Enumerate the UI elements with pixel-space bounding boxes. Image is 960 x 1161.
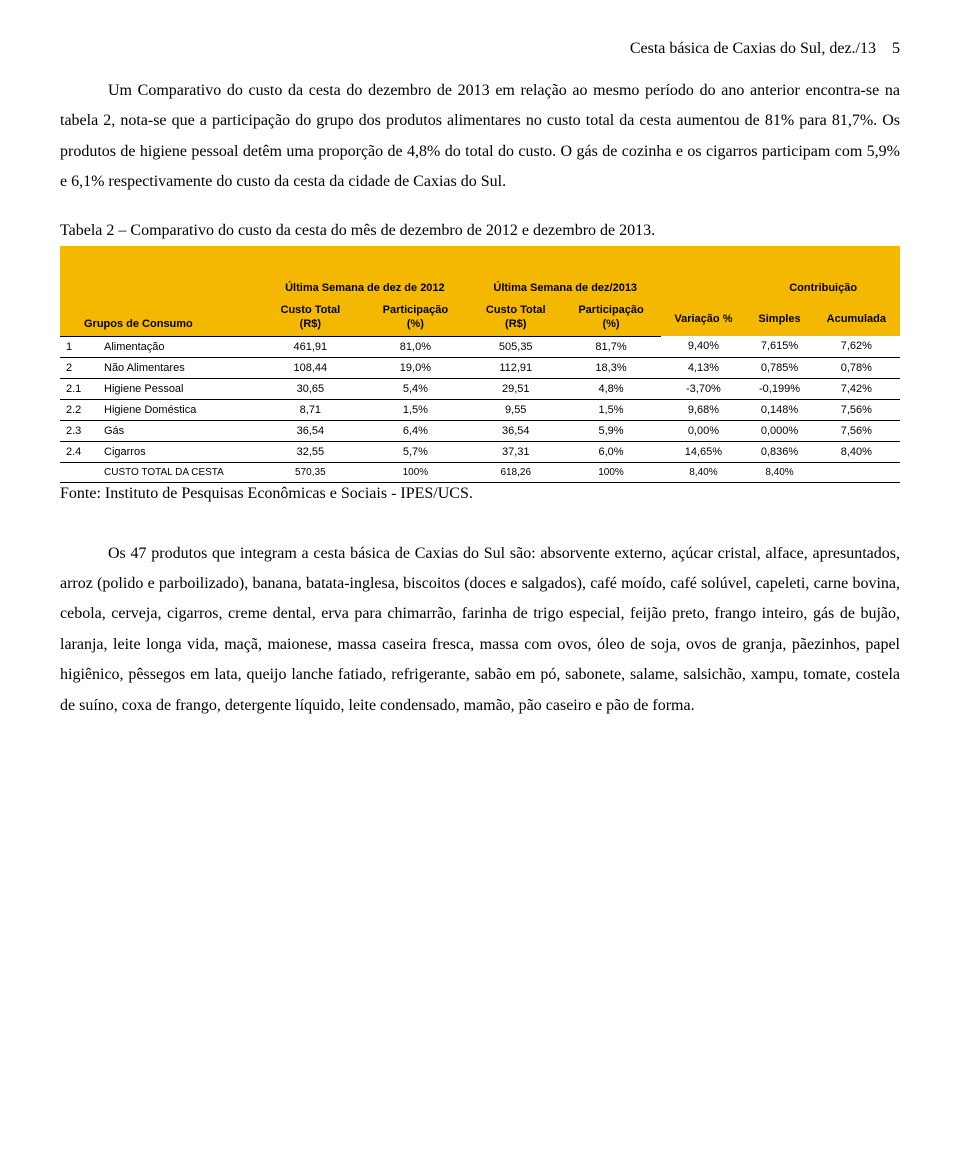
- row-var: 8,40%: [661, 462, 747, 482]
- row-var: 9,40%: [661, 336, 747, 357]
- table-row-total: CUSTO TOTAL DA CESTA570,35100%618,26100%…: [60, 462, 900, 482]
- row-p1: 100%: [361, 462, 470, 482]
- row-sim: 7,615%: [746, 336, 812, 357]
- row-p1: 81,0%: [361, 336, 470, 357]
- row-p1: 1,5%: [361, 399, 470, 420]
- hdr-rs-2: (R$): [470, 318, 562, 337]
- paragraph-2: Os 47 produtos que integram a cesta bási…: [60, 539, 900, 721]
- row-name: CUSTO TOTAL DA CESTA: [96, 462, 260, 482]
- row-acc: 8,40%: [813, 441, 900, 462]
- hdr-participacao-1: Participação: [361, 300, 470, 318]
- hdr-acumulada: Acumulada: [813, 300, 900, 337]
- row-sim: 0,148%: [746, 399, 812, 420]
- row-var: 9,68%: [661, 399, 747, 420]
- row-p2: 6,0%: [562, 441, 661, 462]
- row-p2: 18,3%: [562, 357, 661, 378]
- row-c1: 108,44: [260, 357, 361, 378]
- row-c1: 36,54: [260, 420, 361, 441]
- row-p2: 100%: [562, 462, 661, 482]
- table-row: 2.1Higiene Pessoal30,655,4%29,514,8%-3,7…: [60, 378, 900, 399]
- hdr-simples: Simples: [746, 300, 812, 337]
- row-name: Não Alimentares: [96, 357, 260, 378]
- row-c2: 505,35: [470, 336, 562, 357]
- row-idx: 2.3: [60, 420, 96, 441]
- running-header: Cesta básica de Caxias do Sul, dez./13 5: [60, 40, 900, 58]
- hdr-pct-2: (%): [562, 318, 661, 337]
- row-acc: 7,56%: [813, 420, 900, 441]
- hdr-contrib: Contribuição: [746, 246, 900, 300]
- row-idx: 2.1: [60, 378, 96, 399]
- row-c2: 29,51: [470, 378, 562, 399]
- row-p2: 1,5%: [562, 399, 661, 420]
- row-name: Higiene Pessoal: [96, 378, 260, 399]
- row-acc: 7,56%: [813, 399, 900, 420]
- row-p2: 81,7%: [562, 336, 661, 357]
- row-sim: -0,199%: [746, 378, 812, 399]
- row-sim: 0,836%: [746, 441, 812, 462]
- hdr-participacao-2: Participação: [562, 300, 661, 318]
- row-p1: 5,4%: [361, 378, 470, 399]
- row-p1: 5,7%: [361, 441, 470, 462]
- row-c2: 112,91: [470, 357, 562, 378]
- row-acc: 7,62%: [813, 336, 900, 357]
- row-var: 14,65%: [661, 441, 747, 462]
- hdr-grupos: Grupos de Consumo: [60, 318, 260, 337]
- row-var: 4,13%: [661, 357, 747, 378]
- running-title: Cesta básica de Caxias do Sul, dez./13: [630, 40, 876, 57]
- hdr-curr-period: Última Semana de dez/2013: [470, 246, 661, 300]
- row-idx: [60, 462, 96, 482]
- hdr-blank2: [661, 246, 747, 300]
- row-name: Cigarros: [96, 441, 260, 462]
- table-fonte: Fonte: Instituto de Pesquisas Econômicas…: [60, 485, 900, 503]
- row-c2: 9,55: [470, 399, 562, 420]
- table-row: 2.3Gás36,546,4%36,545,9%0,00%0,000%7,56%: [60, 420, 900, 441]
- row-c1: 570,35: [260, 462, 361, 482]
- comparativo-table: Última Semana de dez de 2012 Última Sema…: [60, 246, 900, 483]
- row-c1: 32,55: [260, 441, 361, 462]
- row-c1: 30,65: [260, 378, 361, 399]
- row-name: Alimentação: [96, 336, 260, 357]
- table-row: 2.2Higiene Doméstica8,711,5%9,551,5%9,68…: [60, 399, 900, 420]
- hdr-custo-total-2: Custo Total: [470, 300, 562, 318]
- hdr-prev-period: Última Semana de dez de 2012: [260, 246, 470, 300]
- row-idx: 2: [60, 357, 96, 378]
- row-idx: 2.2: [60, 399, 96, 420]
- hdr-custo-total-1: Custo Total: [260, 300, 361, 318]
- row-name: Gás: [96, 420, 260, 441]
- row-p1: 6,4%: [361, 420, 470, 441]
- row-var: -3,70%: [661, 378, 747, 399]
- hdr-pct-1: (%): [361, 318, 470, 337]
- row-c2: 36,54: [470, 420, 562, 441]
- table-row: 1Alimentação461,9181,0%505,3581,7%9,40%7…: [60, 336, 900, 357]
- row-p1: 19,0%: [361, 357, 470, 378]
- row-sim: 8,40%: [746, 462, 812, 482]
- row-c1: 461,91: [260, 336, 361, 357]
- hdr-rs-1: (R$): [260, 318, 361, 337]
- paragraph-1: Um Comparativo do custo da cesta do deze…: [60, 76, 900, 198]
- row-idx: 1: [60, 336, 96, 357]
- row-c2: 618,26: [470, 462, 562, 482]
- row-acc: [813, 462, 900, 482]
- row-acc: 0,78%: [813, 357, 900, 378]
- row-p2: 5,9%: [562, 420, 661, 441]
- hdr-blank3: [60, 300, 260, 318]
- table-row: 2.4Cigarros32,555,7%37,316,0%14,65%0,836…: [60, 441, 900, 462]
- row-p2: 4,8%: [562, 378, 661, 399]
- page-number: 5: [892, 40, 900, 57]
- row-c2: 37,31: [470, 441, 562, 462]
- row-acc: 7,42%: [813, 378, 900, 399]
- row-sim: 0,000%: [746, 420, 812, 441]
- row-idx: 2.4: [60, 441, 96, 462]
- table-row: 2Não Alimentares108,4419,0%112,9118,3%4,…: [60, 357, 900, 378]
- row-c1: 8,71: [260, 399, 361, 420]
- hdr-blank: [60, 246, 260, 300]
- table-caption: Tabela 2 – Comparativo do custo da cesta…: [60, 222, 900, 240]
- hdr-variacao: Variação %: [661, 300, 747, 337]
- row-sim: 0,785%: [746, 357, 812, 378]
- row-name: Higiene Doméstica: [96, 399, 260, 420]
- row-var: 0,00%: [661, 420, 747, 441]
